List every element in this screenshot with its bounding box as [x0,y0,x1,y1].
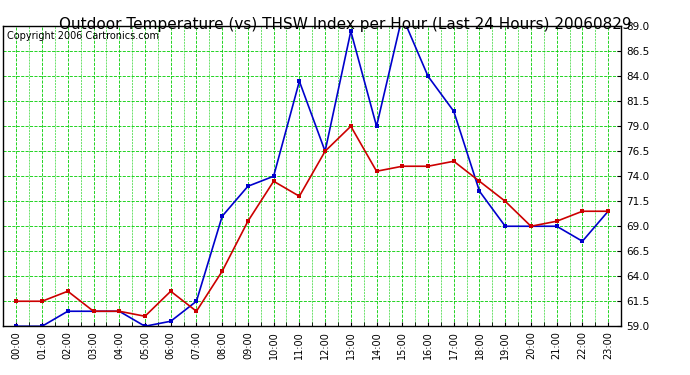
Text: Outdoor Temperature (vs) THSW Index per Hour (Last 24 Hours) 20060829: Outdoor Temperature (vs) THSW Index per … [59,17,631,32]
Text: Copyright 2006 Cartronics.com: Copyright 2006 Cartronics.com [6,31,159,41]
